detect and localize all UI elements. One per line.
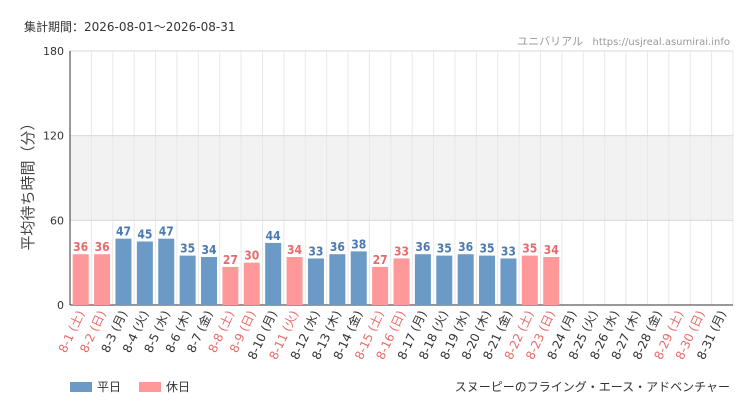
bar	[265, 242, 282, 305]
data-label: 34	[287, 243, 303, 257]
bar	[372, 266, 389, 305]
legend: 平日 休日	[70, 378, 208, 395]
data-label: 35	[437, 242, 452, 256]
data-label: 44	[266, 229, 282, 243]
data-label: 34	[202, 243, 218, 257]
data-label: 34	[544, 243, 560, 257]
y-tick-label: 120	[43, 130, 64, 143]
bar	[457, 254, 474, 305]
data-label: 35	[180, 242, 195, 256]
y-tick-label: 0	[57, 299, 64, 312]
legend-swatch-holiday	[139, 381, 162, 392]
bar	[521, 255, 538, 305]
bar	[201, 257, 218, 305]
legend-item-holiday: 休日	[139, 378, 190, 395]
y-tick-label: 60	[50, 214, 64, 227]
data-label: 36	[95, 240, 110, 254]
data-label: 35	[522, 242, 537, 256]
bar	[436, 255, 453, 305]
bar	[350, 251, 367, 305]
bar	[329, 254, 346, 305]
bar	[286, 257, 303, 305]
legend-label-weekday: 平日	[97, 380, 122, 394]
bar	[500, 258, 517, 305]
data-label: 36	[73, 240, 88, 254]
park-name: ユニバリアル	[517, 35, 584, 48]
data-label: 27	[223, 253, 238, 267]
data-label: 33	[501, 244, 516, 258]
data-label: 35	[480, 242, 495, 256]
y-axis-label: 平均待ち時間（分）	[19, 115, 37, 250]
bar	[158, 238, 175, 305]
data-label: 30	[244, 249, 259, 263]
site-credit: ユニバリアル https://usjreal.asumirai.info	[517, 33, 730, 49]
bar	[393, 258, 410, 305]
bar	[222, 266, 239, 305]
shaded-band	[70, 135, 733, 221]
data-label: 38	[351, 237, 366, 251]
data-label: 45	[137, 228, 152, 242]
legend-swatch-weekday	[70, 381, 92, 392]
data-label: 36	[458, 240, 473, 254]
legend-label-holiday: 休日	[166, 380, 191, 394]
bar	[414, 254, 431, 305]
bar	[243, 262, 260, 305]
bar	[479, 255, 496, 305]
attraction-name: スヌーピーのフライング・エース・アドベンチャー	[454, 380, 730, 394]
y-tick-label: 180	[43, 45, 64, 58]
bar	[72, 254, 89, 305]
data-label: 33	[308, 244, 323, 258]
bar	[94, 254, 111, 305]
data-label: 27	[373, 253, 388, 267]
bar	[179, 255, 196, 305]
legend-item-weekday: 平日	[70, 378, 121, 395]
bar	[136, 241, 153, 305]
bar	[115, 238, 132, 305]
site-url[interactable]: https://usjreal.asumirai.info	[592, 37, 730, 48]
data-label: 47	[116, 225, 131, 239]
period-label: 集計期間：2026-08-01〜2026-08-31	[24, 20, 236, 34]
bar	[307, 258, 324, 305]
data-label: 47	[159, 225, 174, 239]
data-label: 36	[330, 240, 345, 254]
data-label: 36	[415, 240, 430, 254]
bar	[543, 257, 560, 305]
data-label: 33	[394, 244, 409, 258]
